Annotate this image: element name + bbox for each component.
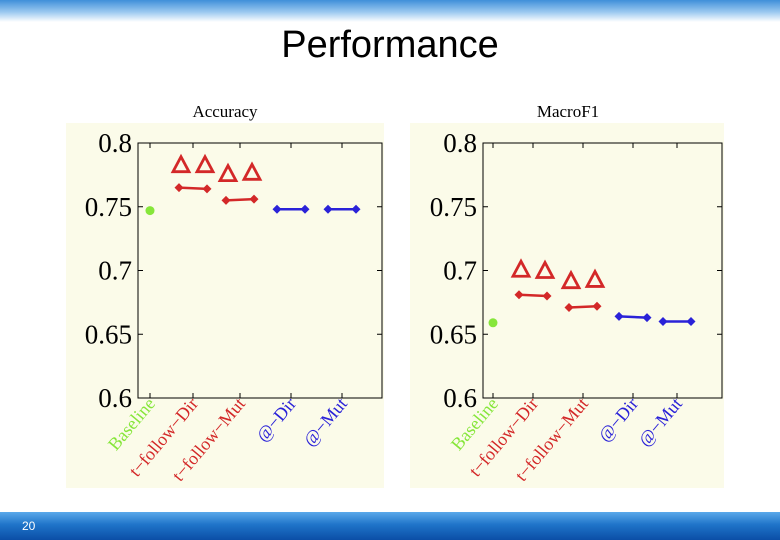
data-point-triangle: [217, 162, 239, 183]
data-line-segment: [618, 315, 648, 319]
y-tick-label: 0.7: [443, 256, 477, 286]
data-point-diamond: [658, 317, 668, 326]
data-point-diamond: [221, 195, 231, 205]
y-tick-label: 0.8: [98, 128, 132, 158]
data-point-diamond: [272, 204, 282, 214]
chart-panel-macrof1: MacroF10.80.750.70.650.6Baselinet−follow…: [410, 102, 724, 488]
data-point-diamond: [323, 204, 333, 214]
data-line-segment: [518, 293, 548, 298]
chart-background: [66, 123, 384, 488]
y-tick-label: 0.8: [443, 128, 477, 158]
data-point-triangle: [510, 258, 532, 278]
chart-title: MacroF1: [537, 102, 599, 121]
data-point-diamond: [351, 204, 361, 214]
slide-title: Performance: [281, 24, 499, 66]
chart-panel-accuracy: Accuracy0.80.750.70.650.6Baselinet−follo…: [66, 102, 384, 488]
data-point-diamond: [642, 313, 652, 323]
data-point-diamond: [686, 317, 696, 326]
data-point-diamond: [300, 204, 310, 214]
data-line-segment: [568, 304, 598, 309]
data-point-diamond: [514, 290, 524, 300]
y-tick-label: 0.65: [85, 319, 132, 349]
page-number: 20: [22, 519, 36, 533]
data-point-triangle: [170, 153, 192, 174]
data-line-segment: [225, 197, 255, 202]
data-point-triangle: [584, 268, 606, 288]
y-tick-label: 0.6: [443, 383, 477, 413]
y-tick-label: 0.75: [85, 192, 132, 222]
data-point-diamond: [202, 184, 212, 194]
data-point-triangle: [194, 153, 216, 174]
y-tick-label: 0.65: [430, 319, 477, 349]
data-point-diamond: [592, 301, 602, 311]
bottom-gradient-band: [0, 512, 780, 540]
data-point-diamond: [249, 194, 259, 204]
data-point-dot: [488, 318, 498, 328]
data-point-triangle: [534, 259, 556, 279]
top-gradient-band: [0, 0, 780, 22]
data-point-diamond: [174, 183, 184, 193]
data-point-triangle: [241, 161, 263, 181]
chart-title: Accuracy: [192, 102, 258, 121]
data-point-diamond: [542, 291, 552, 301]
data-point-diamond: [614, 311, 624, 321]
y-tick-label: 0.75: [430, 192, 477, 222]
data-point-diamond: [564, 302, 574, 312]
data-line-segment: [178, 186, 208, 191]
y-tick-label: 0.7: [98, 256, 132, 286]
y-tick-label: 0.6: [98, 383, 132, 413]
data-point-dot: [145, 206, 155, 216]
data-point-triangle: [560, 269, 582, 290]
